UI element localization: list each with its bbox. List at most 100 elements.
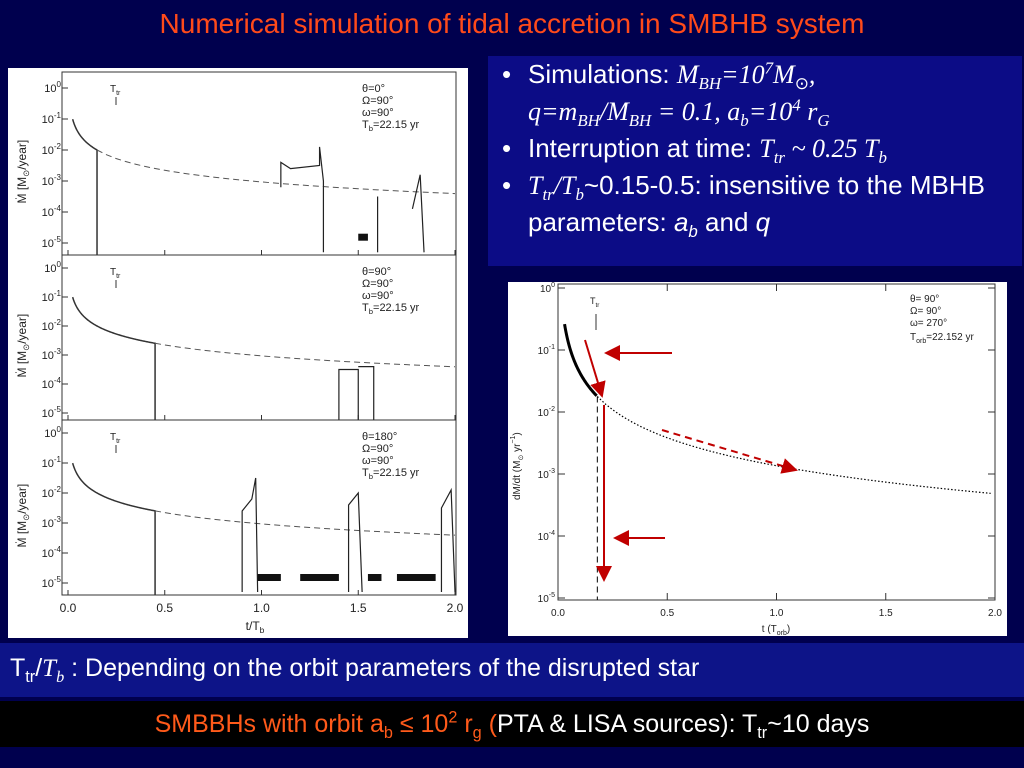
x-axis-label-part: b	[260, 625, 265, 635]
period-label-part: T	[362, 467, 369, 479]
tick-base: 10	[538, 532, 550, 543]
tick-exp: -4	[54, 204, 62, 213]
curve	[411, 174, 425, 253]
y-axis-label: Ṁ [M⊙/year]	[15, 140, 31, 204]
y-axis-label-part: dM/dt (M	[512, 461, 523, 500]
curve	[154, 342, 456, 368]
period-label-part: orb	[916, 338, 926, 345]
y-tick-label: 10-5	[42, 575, 62, 590]
tick-exp: -1	[54, 289, 62, 298]
y-tick-label: 10-3	[42, 173, 62, 188]
curve	[71, 462, 156, 595]
period-label-part: b	[369, 124, 373, 133]
curve	[154, 510, 456, 536]
y-axis-label-part: )	[512, 432, 523, 435]
t-tr-label-part: T	[110, 432, 116, 443]
y-axis-label: Ṁ [M⊙/year]	[15, 484, 31, 548]
left-figure	[8, 68, 468, 638]
tick-exp: -3	[54, 515, 62, 524]
x-tick-label: 1.0	[253, 601, 270, 615]
bullet-box: • Simulations: MBH=107M⊙, q=mBH/MBH = 0.1,…	[488, 56, 1022, 266]
curve	[440, 487, 456, 593]
flat-band	[358, 233, 368, 241]
y-axis-label-part: −1	[510, 435, 517, 443]
y-axis-label-part: Ṁ [M	[15, 177, 29, 204]
tick-exp: -5	[54, 405, 62, 414]
tick-exp: -4	[549, 530, 555, 537]
tick-base: 10	[44, 83, 56, 95]
orbit-param: θ=90°	[362, 266, 391, 278]
tick-base: 10	[42, 292, 54, 304]
tick-exp: -2	[54, 142, 62, 151]
t-tr-label-part: tr	[116, 90, 121, 97]
x-tick-label: 0.5	[660, 608, 674, 619]
t-tr-label: Ttr	[110, 267, 121, 280]
x-tick-label: 1.0	[770, 608, 784, 619]
t-tr-label-part: tr	[596, 302, 600, 309]
x-axis-label-part: )	[787, 624, 790, 635]
orbit-param: θ= 90°	[910, 294, 939, 305]
slide-title: Numerical simulation of tidal accretion …	[159, 8, 865, 39]
y-axis-label-part: yr	[512, 443, 523, 455]
period-label: Tb=22.15 yr	[362, 119, 420, 133]
t-tr-label-part: tr	[116, 438, 121, 445]
tick-exp: -4	[54, 545, 62, 554]
x-axis-label: t/Tb	[246, 619, 265, 635]
bullet: • Ttr/Tb~0.15-0.5: insensitive to the MBH…	[502, 170, 985, 242]
period-label-part: T	[362, 302, 369, 314]
tick-exp: -1	[54, 111, 62, 120]
tick-exp: -2	[54, 485, 62, 494]
curve	[347, 491, 363, 593]
y-tick-label: 10-5	[42, 405, 62, 420]
tick-base: 10	[538, 470, 550, 481]
period-label-part: T	[362, 119, 369, 131]
tick-base: 10	[42, 578, 54, 590]
t-tr-label-part: T	[110, 267, 116, 278]
tick-base: 10	[42, 518, 54, 530]
tick-exp: -3	[549, 468, 555, 475]
y-axis-label-part: /year]	[15, 140, 29, 170]
y-tick-label: 10-2	[42, 318, 62, 333]
conclusion: SMBBHs with orbit ab ≤ 102 rg (PTA & LIS…	[0, 701, 1024, 747]
period-label-part: b	[369, 472, 373, 481]
tick-base: 10	[538, 594, 550, 605]
curve	[71, 118, 98, 255]
y-axis-label-part: ⊙	[21, 344, 31, 351]
y-tick-label: 10-2	[42, 142, 62, 157]
footnote: Ttr/Tb : Depending on the orbit paramete…	[0, 643, 1024, 697]
orbit-param: ω=90°	[362, 455, 394, 467]
tick-base: 10	[538, 408, 550, 419]
tick-exp: 0	[57, 80, 62, 89]
orbit-param: Ω= 90°	[910, 306, 941, 317]
t-tr-label: Ttr	[590, 296, 599, 309]
y-tick-label: 10-1	[42, 455, 62, 470]
y-tick-label: 100	[44, 80, 61, 95]
tick-base: 10	[42, 408, 54, 420]
panel-frame	[61, 419, 457, 596]
x-tick-label: 2.0	[447, 601, 464, 615]
x-axis-label-part: t/T	[246, 619, 261, 633]
y-axis-label-part: Ṁ [M	[15, 521, 29, 548]
curve	[596, 396, 991, 494]
tick-base: 10	[42, 350, 54, 362]
y-tick-label: 10-2	[42, 485, 62, 500]
tick-exp: -3	[54, 173, 62, 182]
bullet: • Simulations: MBH=107M⊙, q=mBH/MBH = 0.1,…	[502, 58, 830, 131]
orbit-param: θ=0°	[362, 83, 385, 95]
tick-base: 10	[42, 379, 54, 391]
orbit-param: Ω=90°	[362, 278, 393, 290]
flat-band	[367, 574, 382, 581]
t-tr-label-part: tr	[116, 273, 121, 280]
tick-exp: -1	[54, 455, 62, 464]
y-tick-label: 10-1	[538, 344, 555, 357]
tick-base: 10	[42, 488, 54, 500]
tick-exp: 0	[551, 282, 555, 289]
t-tr-label-part: T	[110, 84, 116, 95]
tick-exp: 0	[57, 260, 62, 269]
tick-base: 10	[42, 207, 54, 219]
period-label-part: =22.152 yr	[926, 332, 974, 343]
period-label: Tb=22.15 yr	[362, 467, 420, 481]
tick-exp: 0	[57, 425, 62, 434]
